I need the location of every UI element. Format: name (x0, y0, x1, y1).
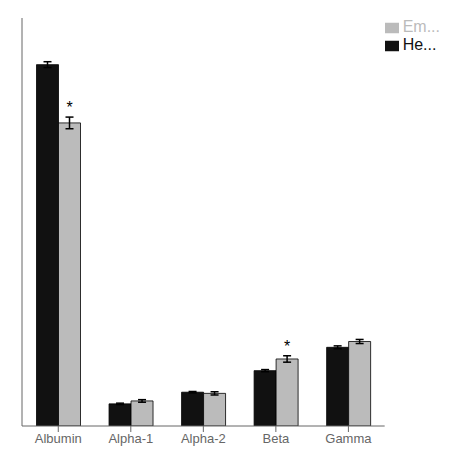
svg-text:Beta: Beta (262, 431, 290, 446)
svg-text:Alpha-2: Alpha-2 (181, 431, 226, 446)
svg-text:Alpha-1: Alpha-1 (108, 431, 153, 446)
svg-text:*: * (284, 338, 290, 355)
html-text:He...: He... (402, 36, 437, 53)
html-text:Em...: Em... (402, 18, 440, 35)
svg-text:Gamma: Gamma (325, 431, 372, 446)
svg-text:Albumin: Albumin (35, 431, 82, 446)
svg-text:*: * (66, 99, 72, 116)
